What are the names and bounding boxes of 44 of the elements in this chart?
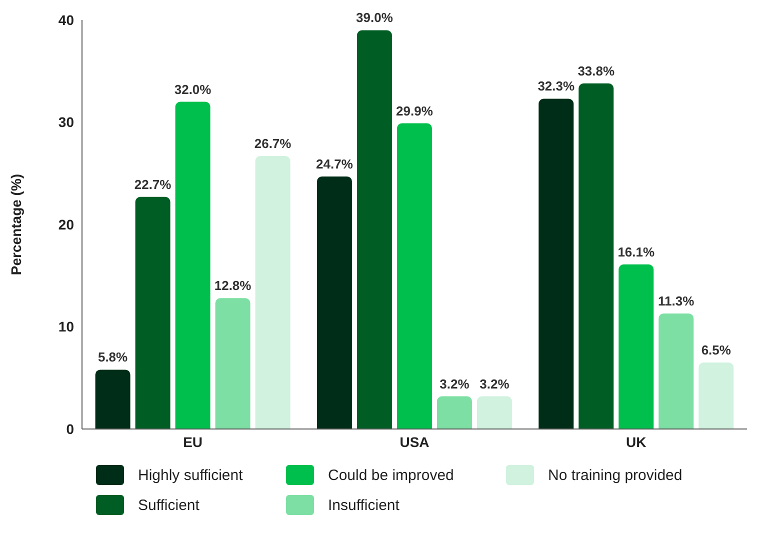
x-tick-label: USA bbox=[400, 434, 430, 450]
bar bbox=[698, 362, 734, 429]
x-tick-label: EU bbox=[183, 434, 203, 450]
y-tick-label: 40 bbox=[58, 12, 74, 28]
y-tick-label: 10 bbox=[58, 318, 74, 335]
y-tick-label: 30 bbox=[58, 114, 74, 130]
bar bbox=[316, 176, 352, 429]
y-tick-label: 0 bbox=[66, 420, 74, 437]
y-axis-title: Percentage (%) bbox=[8, 174, 24, 276]
bar bbox=[215, 298, 250, 429]
bar bbox=[538, 98, 574, 429]
bar bbox=[255, 156, 290, 429]
legend-label: Highly sufficient bbox=[138, 466, 243, 484]
text: 3.2% bbox=[480, 376, 510, 392]
text: 32.3% bbox=[538, 78, 575, 94]
legend-label: Could be improved bbox=[328, 466, 454, 484]
bar bbox=[618, 264, 654, 429]
bar bbox=[436, 396, 472, 429]
bar bbox=[175, 102, 210, 429]
text: 33.8% bbox=[578, 63, 615, 78]
text: 29.9% bbox=[396, 103, 433, 118]
text: 12.8% bbox=[214, 278, 252, 294]
text: 16.1% bbox=[618, 244, 655, 260]
bar bbox=[135, 196, 170, 429]
bar bbox=[658, 313, 694, 429]
legend-label: Sufficient bbox=[138, 496, 200, 514]
text: 6.5% bbox=[701, 342, 731, 358]
legend-label: Insufficient bbox=[328, 496, 400, 514]
text: 3.2% bbox=[440, 376, 470, 392]
text: 22.7% bbox=[134, 176, 172, 192]
bar bbox=[476, 396, 512, 429]
text: 39.0% bbox=[356, 10, 393, 26]
text: 26.7% bbox=[254, 136, 292, 151]
bar bbox=[356, 30, 392, 429]
bar bbox=[578, 83, 614, 429]
text: 32.0% bbox=[174, 82, 212, 97]
bar bbox=[95, 370, 130, 429]
bar bbox=[396, 123, 432, 429]
y-tick-label: 20 bbox=[58, 216, 74, 232]
x-tick-label: UK bbox=[626, 434, 646, 450]
text: 5.8% bbox=[98, 350, 128, 365]
legend-label: No training provided bbox=[548, 466, 682, 484]
text: 11.3% bbox=[658, 293, 694, 308]
text: 24.7% bbox=[316, 156, 353, 172]
